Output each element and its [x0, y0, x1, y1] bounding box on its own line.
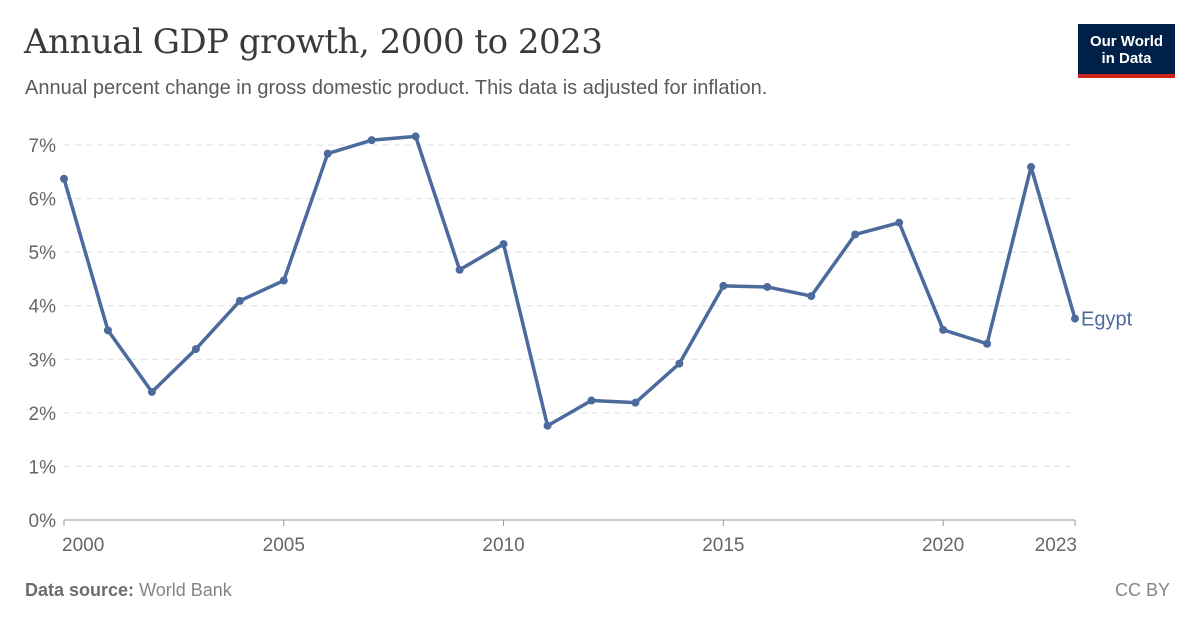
data-point — [323, 149, 332, 158]
data-point — [499, 240, 508, 249]
data-source-value[interactable]: World Bank — [139, 580, 232, 600]
y-tick-label: 5% — [29, 243, 57, 264]
data-point — [719, 281, 728, 290]
x-tick-label: 2020 — [922, 535, 964, 556]
owid-logo[interactable]: Our World in Data — [1078, 24, 1175, 78]
y-tick-label: 0% — [29, 511, 57, 532]
data-point — [103, 326, 112, 335]
data-point — [587, 396, 596, 405]
data-point — [411, 132, 420, 141]
y-axis-tick-labels: 0% 1% 2% 3% 4% 5% 6% 7% — [29, 136, 57, 532]
grid-lines — [64, 144, 1075, 467]
data-point — [631, 398, 640, 407]
chart-subtitle: Annual percent change in gross domestic … — [25, 77, 768, 99]
data-source-label: Data source: — [25, 580, 135, 600]
data-point — [763, 282, 772, 291]
series-line — [62, 134, 1077, 428]
x-tick-label: 2023 — [1035, 535, 1077, 556]
data-source: Data source: World Bank — [25, 580, 232, 601]
x-tick-label: 2005 — [263, 535, 305, 556]
data-point — [60, 174, 68, 183]
x-tick-label: 2000 — [62, 535, 104, 556]
logo-line-1: Our World — [1089, 33, 1164, 50]
data-point — [1027, 162, 1036, 171]
data-point — [543, 421, 552, 430]
series-label: Egypt — [1081, 309, 1133, 331]
license-link[interactable]: CC BY — [1114, 580, 1170, 600]
x-axis: 2000 2005 2010 2015 2020 2023 — [62, 519, 1077, 556]
data-point — [279, 276, 288, 285]
data-point — [147, 387, 156, 396]
series-labels: Egypt — [1081, 309, 1133, 331]
y-tick-label: 3% — [29, 350, 57, 371]
y-tick-label: 4% — [29, 297, 57, 318]
x-tick-label: 2015 — [702, 535, 744, 556]
data-points — [60, 132, 1079, 430]
data-point — [983, 339, 992, 348]
y-tick-label: 6% — [29, 190, 57, 211]
data-point — [191, 345, 200, 354]
x-tick-label: 2010 — [482, 535, 524, 556]
data-point — [851, 230, 860, 239]
data-point — [1071, 314, 1079, 323]
logo-line-2: in Data — [1101, 50, 1152, 67]
y-tick-label: 1% — [29, 457, 57, 478]
data-point — [675, 359, 684, 368]
data-point — [455, 265, 464, 274]
data-point — [939, 325, 948, 334]
data-point — [367, 136, 376, 145]
y-tick-label: 7% — [29, 136, 57, 157]
data-point — [235, 296, 244, 305]
chart-title: Annual GDP growth, 2000 to 2023 — [24, 22, 603, 62]
data-point — [895, 218, 904, 227]
series-lines — [62, 134, 1077, 428]
data-point — [807, 292, 816, 301]
y-tick-label: 2% — [29, 404, 57, 425]
